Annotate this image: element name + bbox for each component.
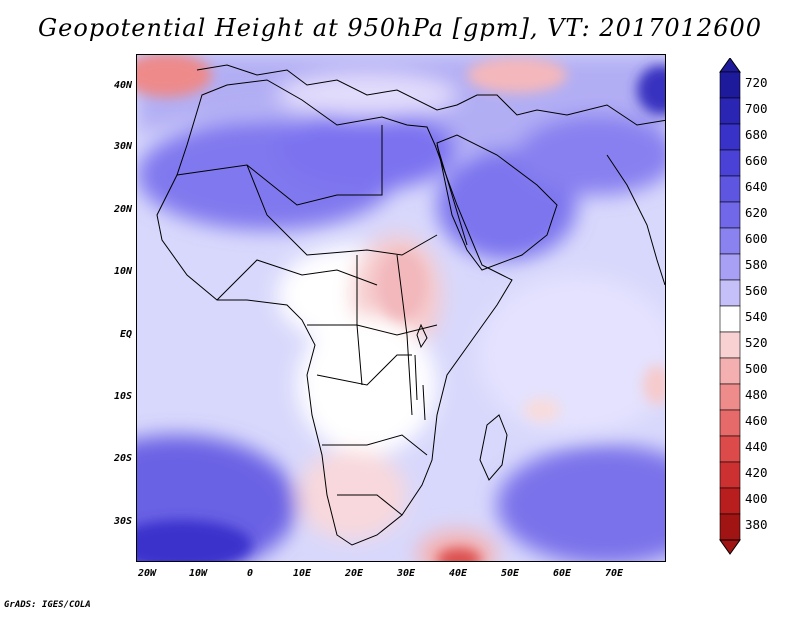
colorbar-cell-500 — [719, 357, 741, 385]
lake-victoria — [416, 323, 428, 349]
colorbar-label-640: 640 — [745, 179, 768, 194]
colorbar-label-660: 660 — [745, 153, 768, 168]
north-africa-high — [277, 110, 457, 190]
europe-coastline — [196, 64, 665, 126]
mozambique-low-core — [437, 548, 481, 561]
colorbar-cell-640 — [719, 175, 741, 203]
africa-coastline — [156, 79, 513, 546]
lat-label-30s: 30S — [113, 516, 132, 527]
colorbar-label-540: 540 — [745, 309, 768, 324]
border-line — [356, 255, 363, 386]
colorbar-label-440: 440 — [745, 439, 768, 454]
colorbar-cell-440 — [719, 435, 741, 463]
colorbar-cell-380 — [719, 513, 741, 541]
lat-label-30n: 30N — [113, 141, 132, 152]
lon-label-0: 0 — [246, 568, 254, 579]
colorbar-cell-400 — [719, 487, 741, 515]
lon-label-50e: 50E — [500, 568, 520, 579]
colorbar-cell-560 — [719, 279, 741, 307]
colorbar-label-700: 700 — [745, 101, 768, 116]
lat-label-10n: 10N — [113, 266, 132, 277]
lon-label-40e: 40E — [448, 568, 468, 579]
colorbar-label-420: 420 — [745, 465, 768, 480]
colorbar-label-400: 400 — [745, 491, 768, 506]
lon-label-70e: 70E — [604, 568, 624, 579]
lon-label-10e: 10E — [292, 568, 312, 579]
colorbar-label-680: 680 — [745, 127, 768, 142]
lake-malawi — [422, 384, 426, 421]
border-line — [216, 259, 378, 301]
lake-tanganyika — [414, 354, 418, 401]
colorbar-cell-600 — [719, 227, 741, 255]
colorbar-cell-520 — [719, 331, 741, 359]
east-africa-low-core — [377, 250, 427, 320]
colorbar-label-580: 580 — [745, 257, 768, 272]
colorbar-cell-460 — [719, 409, 741, 437]
colorbar-cell-620 — [719, 201, 741, 229]
border-line — [322, 434, 428, 456]
border-line — [316, 354, 412, 386]
lat-label-20n: 20N — [113, 204, 132, 215]
colorbar-cell-480 — [719, 383, 741, 411]
colorbar-bottom-arrow — [719, 539, 741, 555]
lon-label-20w: 20W — [137, 568, 157, 579]
colorbar-cell-540 — [719, 305, 741, 333]
iberia-low — [137, 55, 212, 97]
colorbar-label-520: 520 — [745, 335, 768, 350]
border-line — [246, 164, 438, 256]
colorbar-cell-420 — [719, 461, 741, 489]
madagascar-east-low — [524, 398, 560, 422]
iran-plateau-high — [517, 115, 665, 195]
lat-label-40n: 40N — [113, 80, 132, 91]
south-indian-high — [497, 445, 665, 561]
indian-ocean-neutral — [477, 275, 665, 435]
geopotential-field — [137, 55, 665, 561]
border-line — [176, 125, 383, 206]
colorbar — [719, 58, 741, 555]
indian-ocean-spot-low — [643, 365, 665, 405]
lon-label-60e: 60E — [552, 568, 572, 579]
lon-label-20e: 20E — [344, 568, 364, 579]
map-panel — [136, 54, 666, 562]
colorbar-cell-580 — [719, 253, 741, 281]
border-line — [396, 254, 413, 416]
india-coastline — [606, 154, 665, 286]
colorbar-label-600: 600 — [745, 231, 768, 246]
colorbar-label-500: 500 — [745, 361, 768, 376]
coastlines — [156, 64, 665, 546]
lon-label-30e: 30E — [396, 568, 416, 579]
lat-label-20s: 20S — [113, 453, 132, 464]
chart-title: Geopotential Height at 950hPa [gpm], VT:… — [38, 14, 762, 42]
colorbar-label-480: 480 — [745, 387, 768, 402]
lon-label-10w: 10W — [188, 568, 208, 579]
grads-credit: GrADS: IGES/COLA — [4, 600, 91, 610]
lat-label-10s: 10S — [113, 391, 132, 402]
iran-high — [637, 65, 665, 115]
colorbar-cell-680 — [719, 123, 741, 151]
colorbar-cell-720 — [719, 71, 741, 99]
colorbar-label-380: 380 — [745, 517, 768, 532]
colorbar-label-460: 460 — [745, 413, 768, 428]
caspian-low — [467, 57, 567, 93]
lat-label-eq: EQ — [119, 329, 132, 340]
colorbar-label-560: 560 — [745, 283, 768, 298]
colorbar-label-620: 620 — [745, 205, 768, 220]
arabia-coastline — [436, 134, 558, 271]
madagascar-coastline — [479, 414, 508, 481]
colorbar-top-arrow — [719, 58, 741, 73]
colorbar-cell-660 — [719, 149, 741, 177]
border-line — [307, 324, 438, 336]
colorbar-cell-700 — [719, 97, 741, 125]
south-atlantic-high-core — [137, 520, 252, 561]
colorbar-label-720: 720 — [745, 75, 768, 90]
border-line — [337, 494, 403, 516]
red-sea-coastline — [436, 144, 468, 246]
